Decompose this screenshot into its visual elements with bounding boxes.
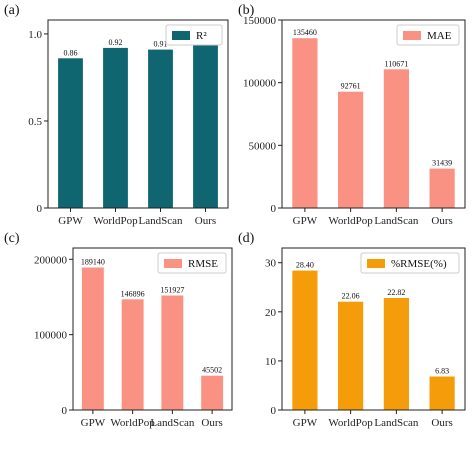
data-label: 0.91 <box>154 40 168 49</box>
bar <box>201 375 224 410</box>
x-tick-label: Ours <box>195 215 216 227</box>
y-tick-label: 30 <box>265 258 277 270</box>
panel-label: (a) <box>4 3 20 18</box>
legend-swatch <box>172 31 190 40</box>
data-label: 189140 <box>81 258 105 267</box>
x-tick-label: Ours <box>201 417 222 429</box>
data-label: 22.06 <box>342 292 360 301</box>
bar <box>292 38 318 209</box>
bar <box>383 298 409 410</box>
x-tick-label: WorldPop <box>110 417 155 429</box>
x-tick-label: LandScan <box>374 215 418 227</box>
x-tick-label: Ours <box>431 215 452 227</box>
y-tick-label: 10 <box>265 356 277 368</box>
x-tick-label: Ours <box>431 417 452 429</box>
data-label: 0.92 <box>109 38 123 47</box>
data-label: 146896 <box>121 289 145 298</box>
panel-label: (c) <box>4 231 20 246</box>
legend-swatch <box>367 259 385 268</box>
axes-frame <box>281 19 466 209</box>
axes-frame <box>47 19 229 209</box>
data-label: 92761 <box>341 82 361 91</box>
x-tick-label: GPW <box>293 215 318 227</box>
chart-panel-3: (d) 28.40 GPW 22.06 WorldPop 22.82 LandScan 6.8… <box>238 231 466 429</box>
x-tick-label: WorldPop <box>328 215 373 227</box>
bar <box>338 91 364 208</box>
legend-swatch <box>403 31 421 40</box>
chart-panel-1: (b) 135460 GPW 92761 WorldPop 110671 LandScan 3… <box>238 3 466 227</box>
bar <box>161 295 184 410</box>
legend-label: RMSE <box>188 258 218 270</box>
data-label: 45502 <box>202 366 222 375</box>
data-label: 135460 <box>293 28 317 37</box>
data-label: 151927 <box>160 286 184 295</box>
y-tick-label: 200000 <box>34 254 68 266</box>
y-tick-label: 20 <box>265 307 277 319</box>
y-tick-label: 0 <box>271 405 277 417</box>
data-label: 0.86 <box>64 48 78 57</box>
data-label: 22.82 <box>387 288 405 297</box>
x-tick-label: GPW <box>293 417 318 429</box>
chart-panel-2: (c) 189140 GPW 146896 WorldPop 151927 LandScan… <box>4 231 233 429</box>
bar <box>81 267 104 410</box>
data-label: 31439 <box>432 159 452 168</box>
axes-frame <box>281 247 466 411</box>
x-tick-label: WorldPop <box>93 215 138 227</box>
x-tick-label: WorldPop <box>328 417 373 429</box>
bar <box>338 301 364 410</box>
data-label: 6.83 <box>435 367 449 376</box>
legend-swatch <box>164 259 182 268</box>
y-tick-label: 0.5 <box>28 116 42 128</box>
chart-panel-0: (a)0.86GPW0.92WorldPop0.91LandScan0.99Ou… <box>4 3 229 227</box>
y-tick-label: 50000 <box>249 140 277 152</box>
x-tick-label: GPW <box>81 417 106 429</box>
y-tick-label: 0 <box>37 203 43 215</box>
legend-box <box>360 252 460 274</box>
x-tick-label: LandScan <box>139 215 183 227</box>
bar <box>58 58 83 208</box>
y-tick-label: 0 <box>271 203 277 215</box>
legend-label: R² <box>196 30 207 42</box>
bar <box>193 35 218 209</box>
y-tick-label: 100000 <box>34 330 68 342</box>
x-tick-label: LandScan <box>150 417 194 429</box>
bar <box>429 168 455 208</box>
x-tick-label: GPW <box>58 215 83 227</box>
y-tick-label: 0 <box>62 405 68 417</box>
y-tick-label: 150000 <box>243 15 277 27</box>
legend-label: MAE <box>427 30 452 42</box>
y-tick-label: 100000 <box>243 78 277 90</box>
bar <box>292 270 318 410</box>
bar <box>121 299 144 410</box>
y-tick-label: 1.0 <box>28 29 42 41</box>
axes-frame <box>72 247 233 411</box>
x-tick-label: LandScan <box>374 417 418 429</box>
data-label: 28.40 <box>296 261 314 270</box>
panel-label: (d) <box>238 231 255 246</box>
data-label: 110671 <box>385 59 409 68</box>
panel-label: (b) <box>238 3 255 18</box>
legend-label: %RMSE(%) <box>391 258 447 270</box>
bar <box>429 376 455 410</box>
bar <box>383 69 409 208</box>
bar <box>103 47 128 209</box>
bar <box>148 49 173 208</box>
